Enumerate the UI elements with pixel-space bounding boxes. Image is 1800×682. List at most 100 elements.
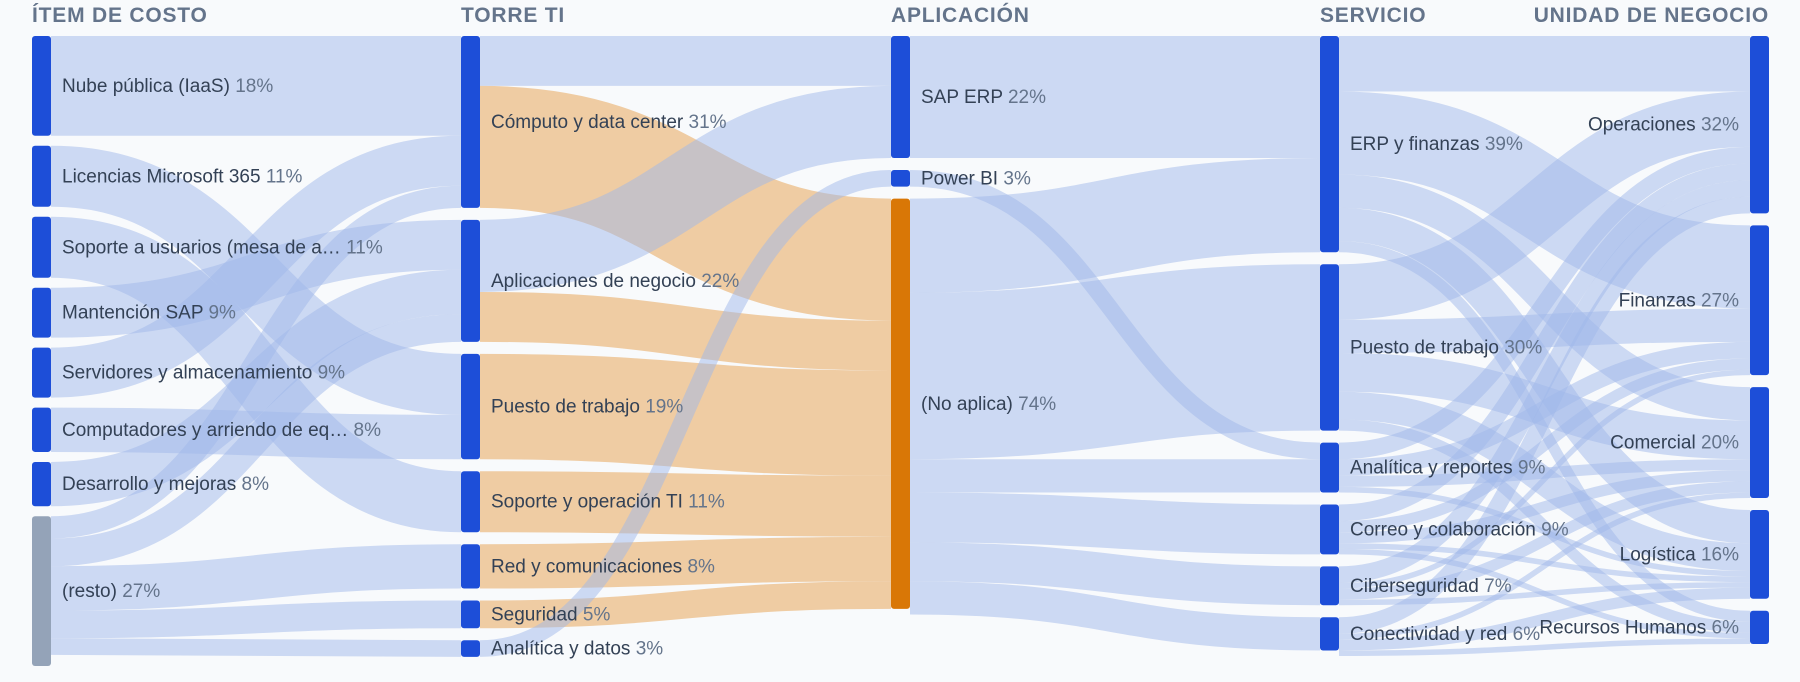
node-u_rrhh[interactable] [1750, 610, 1769, 644]
link-a_na-s_pue [909, 264, 1321, 460]
node-label-u_rrhh: Recursos Humanos 6% [1539, 617, 1739, 638]
node-label-i_nube: Nube pública (IaaS) 18% [62, 76, 273, 97]
node-label-text: Aplicaciones de negocio [491, 271, 701, 292]
node-t_ana[interactable] [461, 640, 480, 657]
node-i_sop[interactable] [32, 216, 51, 278]
node-label-text: Servidores y almacenamiento [62, 363, 318, 384]
node-u_fin[interactable] [1750, 225, 1769, 376]
node-i_lic[interactable] [32, 145, 51, 207]
node-label-pct: 22% [1008, 87, 1046, 108]
node-label-i_lic: Licencias Microsoft 365 11% [62, 166, 303, 187]
link-i_resto-t_apl [50, 314, 462, 567]
node-label-text: Desarrollo y mejoras [62, 474, 242, 495]
node-label-text: Logística [1620, 544, 1701, 565]
node-label-a_pbi: Power BI 3% [921, 168, 1031, 189]
node-label-pct: 22% [701, 271, 739, 292]
node-label-text: Analítica y datos [491, 639, 636, 660]
node-t_apl[interactable] [461, 219, 480, 342]
link-s_con-u_ope [1338, 196, 1751, 634]
column-title-app: APLICACIÓN [891, 3, 1030, 27]
node-u_ope[interactable] [1750, 36, 1769, 214]
node-t_pue[interactable] [461, 353, 480, 460]
node-u_log[interactable] [1750, 510, 1769, 599]
link-s_con-u_log [1338, 587, 1751, 651]
node-t_sop[interactable] [461, 471, 480, 533]
node-label-pct: 20% [1701, 433, 1739, 454]
node-a_sap[interactable] [891, 36, 910, 158]
node-label-pct: 11% [688, 492, 725, 513]
node-s_ana[interactable] [1320, 442, 1339, 493]
node-t_comp[interactable] [461, 36, 480, 208]
link-s_cib-u_ope [1338, 180, 1751, 584]
node-s_cor[interactable] [1320, 504, 1339, 555]
node-label-text: Soporte a usuarios (mesa de a… [62, 237, 346, 258]
link-t_ana-a_pbi [479, 169, 892, 657]
node-label-i_sop: Soporte a usuarios (mesa de a… 11% [62, 237, 383, 258]
node-a_na[interactable] [891, 198, 910, 609]
node-u_com[interactable] [1750, 387, 1769, 499]
node-label-s_ana: Analítica y reportes 9% [1350, 458, 1545, 479]
node-label-t_ana: Analítica y datos 3% [491, 639, 663, 660]
node-label-pct: 6% [1513, 624, 1541, 645]
node-label-text: (No aplica) [921, 394, 1018, 415]
node-a_pbi[interactable] [891, 169, 910, 187]
link-s_con-u_com [1338, 492, 1751, 640]
node-i_nube[interactable] [32, 36, 51, 136]
node-s_erp[interactable] [1320, 36, 1339, 253]
node-label-i_sap: Mantención SAP 9% [62, 303, 236, 324]
node-label-a_na: (No aplica) 74% [921, 394, 1056, 415]
link-s_cor-u_ope [1338, 163, 1751, 522]
link-t_apl-a_sap [479, 85, 892, 292]
node-label-text: (resto) [62, 581, 122, 602]
node-label-s_erp: ERP y finanzas 39% [1350, 134, 1523, 155]
node-label-pct: 27% [122, 581, 160, 602]
nodes-group: Nube pública (IaaS) 18% Licencias Microso… [32, 36, 1769, 666]
node-label-u_fin: Finanzas 27% [1619, 290, 1740, 311]
node-i_sap[interactable] [32, 287, 51, 338]
node-label-t_pue: Puesto de trabajo 19% [491, 397, 683, 418]
node-label-a_sap: SAP ERP 22% [921, 87, 1046, 108]
link-a_na-s_cor [909, 492, 1321, 555]
node-i_serv[interactable] [32, 347, 51, 398]
node-label-text: Mantención SAP [62, 303, 208, 324]
node-label-text: Puesto de trabajo [1350, 337, 1504, 358]
node-s_pue[interactable] [1320, 264, 1339, 431]
node-t_red[interactable] [461, 544, 480, 589]
node-label-pct: 32% [1701, 115, 1739, 136]
node-label-text: Puesto de trabajo [491, 397, 645, 418]
node-i_comp[interactable] [32, 407, 51, 452]
node-label-text: SAP ERP [921, 87, 1008, 108]
node-label-text: Power BI [921, 168, 1003, 189]
node-label-pct: 30% [1504, 337, 1542, 358]
node-label-pct: 9% [208, 303, 236, 324]
node-label-s_cib: Ciberseguridad 7% [1350, 576, 1512, 597]
node-label-t_comp: Cómputo y data center 31% [491, 112, 727, 133]
link-i_resto-t_red [50, 544, 462, 611]
node-label-text: Seguridad [491, 604, 583, 625]
node-t_seg[interactable] [461, 600, 480, 629]
node-label-u_log: Logística 16% [1620, 544, 1739, 565]
link-t_apl-a_na [479, 291, 892, 371]
node-label-pct: 18% [235, 76, 273, 97]
column-title-unidad: UNIDAD DE NEGOCIO [1534, 4, 1769, 27]
node-label-pct: 3% [1003, 168, 1031, 189]
link-a_na-s_con [909, 581, 1321, 651]
node-label-text: Comercial [1610, 433, 1701, 454]
link-s_cib-u_fin [1338, 369, 1751, 589]
node-i_resto[interactable] [32, 516, 51, 666]
node-i_des[interactable] [32, 461, 51, 507]
node-label-pct: 19% [645, 397, 683, 418]
node-label-text: Ciberseguridad [1350, 576, 1484, 597]
node-label-pct: 39% [1485, 134, 1523, 155]
link-s_ana-u_com [1338, 459, 1751, 487]
node-label-pct: 8% [242, 474, 270, 495]
node-label-text: Red y comunicaciones [491, 556, 687, 577]
node-s_con[interactable] [1320, 617, 1339, 651]
link-i_resto-t_comp [50, 185, 462, 539]
link-i_resto-t_seg [50, 600, 462, 639]
node-label-i_des: Desarrollo y mejoras 8% [62, 474, 269, 495]
node-s_cib[interactable] [1320, 566, 1339, 606]
node-label-pct: 27% [1701, 290, 1739, 311]
